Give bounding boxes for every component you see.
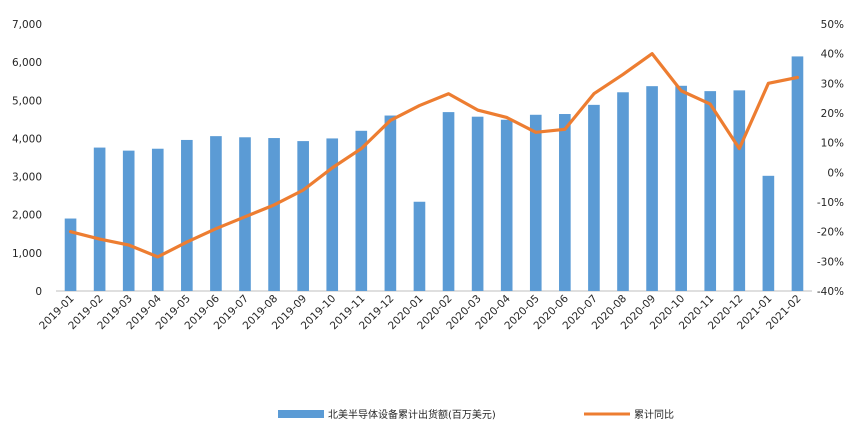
left-y-tick-label: 6,000: [12, 57, 42, 69]
bar-2019-01: [64, 218, 77, 291]
bar-2020-02: [442, 112, 455, 291]
right-y-tick-label: -10%: [817, 197, 844, 209]
bar-2020-08: [617, 92, 629, 291]
right-y-tick-label: 20%: [821, 108, 844, 120]
left-y-tick-label: 0: [35, 286, 42, 298]
bar-2020-01: [413, 201, 426, 291]
bar-2020-03: [471, 116, 484, 291]
left-y-tick-label: 2,000: [12, 210, 42, 222]
line-yoy-growth: [68, 52, 800, 259]
left-y-tick-label: 4,000: [12, 133, 42, 145]
legend-label-line: 累计同比: [634, 408, 674, 421]
right-y-tick-labels: -40% -30% -20% -10% 0% 10% 20% 30% 40% 50%: [817, 19, 844, 298]
right-y-tick-label: 0%: [827, 167, 844, 179]
right-y-tick-label: -20%: [817, 227, 844, 239]
x-tick-labels: 2019-012019-022019-032019-042019-052019-…: [37, 292, 803, 332]
legend-label-bar: 北美半导体设备累计出货额(百万美元): [328, 408, 496, 421]
bar-2020-07: [588, 104, 600, 291]
bar-2019-02: [93, 147, 106, 291]
left-y-tick-label: 1,000: [12, 248, 42, 260]
bar-2019-11: [355, 130, 368, 291]
legend: 北美半导体设备累计出货额(百万美元) 累计同比: [278, 408, 674, 421]
bar-2019-08: [268, 138, 280, 291]
bar-2020-12: [733, 90, 746, 292]
bar-2019-10: [326, 138, 339, 291]
bar-2019-06: [210, 136, 222, 291]
bar-2020-05: [529, 114, 542, 291]
right-y-tick-label: -30%: [817, 256, 844, 268]
bar-2019-04: [151, 148, 164, 291]
bar-2019-03: [122, 150, 135, 291]
legend-swatch-bar: [278, 410, 324, 418]
bar-2021-02: [791, 56, 804, 291]
line-series: [68, 52, 800, 259]
left-y-tick-labels: 0 1,000 2,000 3,000 4,000 5,000 6,000 7,000: [12, 19, 42, 298]
left-y-tick-label: 3,000: [12, 172, 42, 184]
bar-2019-12: [384, 115, 397, 291]
left-y-tick-label: 5,000: [12, 95, 42, 107]
bar-series: [64, 56, 804, 292]
bar-2021-01: [762, 175, 775, 291]
right-y-tick-label: 50%: [821, 19, 844, 31]
bar-2020-04: [500, 119, 513, 292]
bar-2020-11: [704, 91, 717, 291]
bar-2019-09: [297, 141, 309, 291]
right-y-tick-label: -40%: [817, 286, 844, 298]
bar-2020-06: [559, 114, 571, 292]
left-y-tick-label: 7,000: [12, 19, 42, 31]
right-y-tick-label: 30%: [821, 78, 844, 90]
bar-2019-07: [239, 137, 251, 291]
bar-2020-10: [675, 85, 687, 291]
bar-2020-09: [646, 86, 658, 291]
right-y-tick-label: 40%: [821, 49, 844, 61]
bar-2019-05: [181, 139, 193, 291]
right-y-tick-label: 10%: [821, 138, 844, 150]
